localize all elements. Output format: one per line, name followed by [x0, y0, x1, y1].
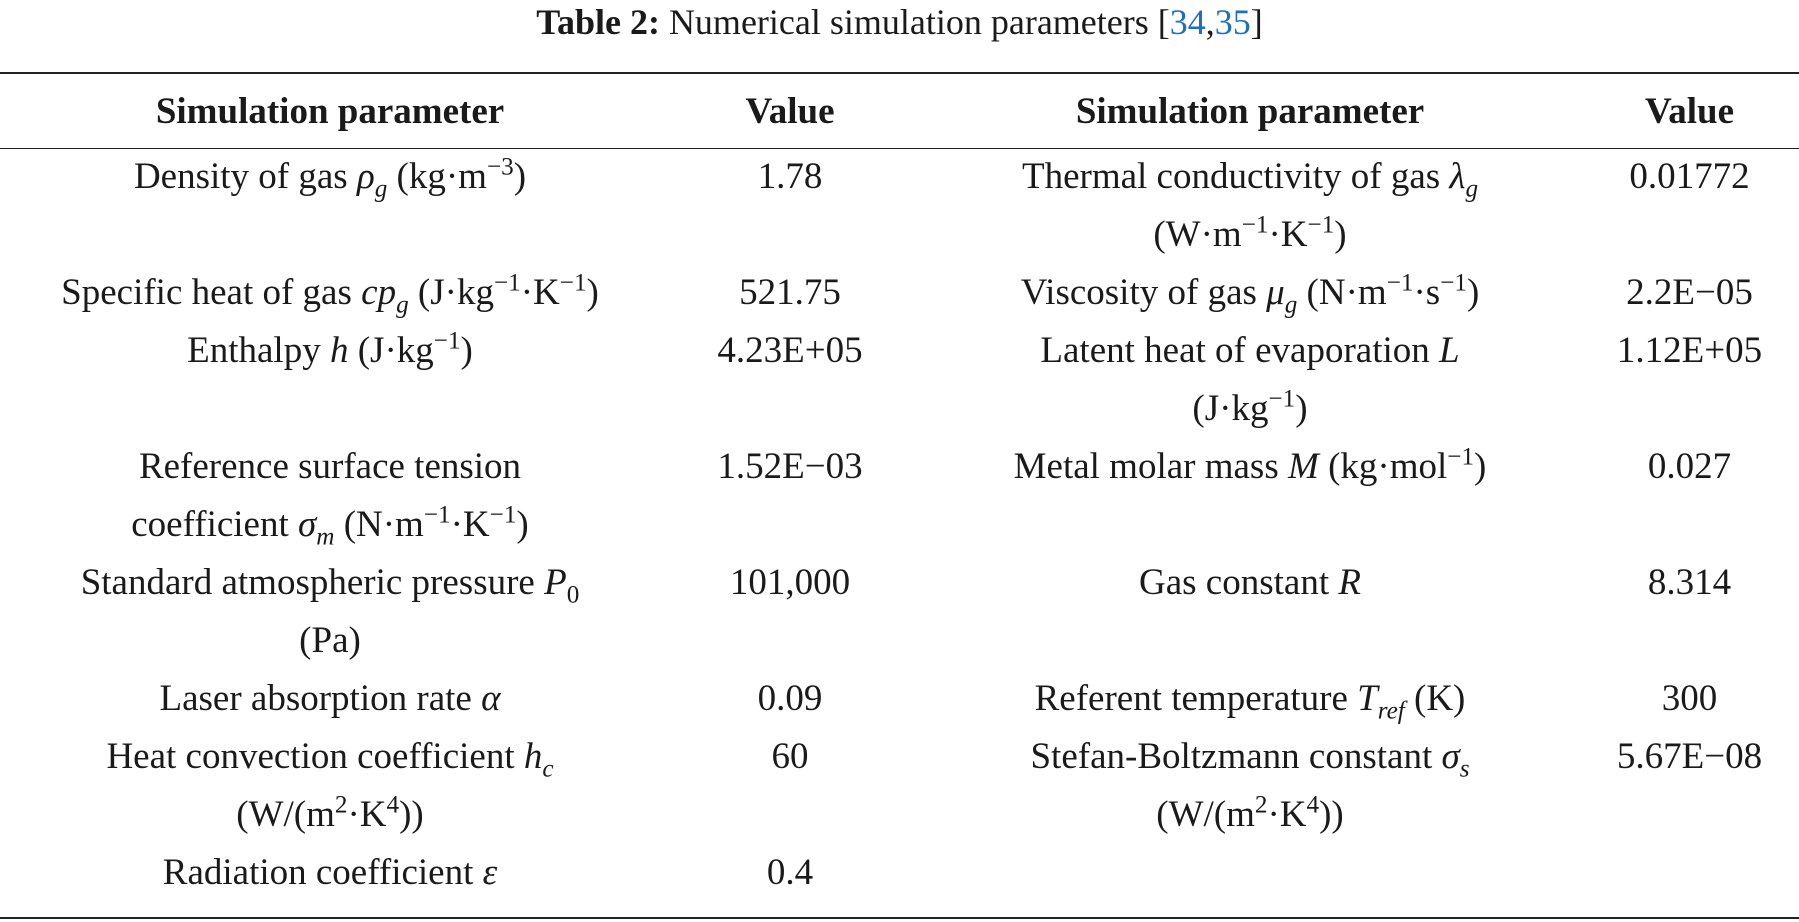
value-cell: 521.75 — [739, 272, 841, 313]
parameter-cell: Stefan-Boltzmann constant σs (W/(m2·K4)) — [1030, 736, 1470, 835]
table-row: Radiation coefficient ε 0.4 — [0, 844, 1799, 902]
parameter-cell: Latent heat of evaporation L (J·kg−1) — [1040, 330, 1460, 429]
parameter-cell: Heat convection coefficient hc (W/(m2·K4)… — [106, 736, 554, 835]
table-header-rule — [0, 148, 1799, 149]
parameter-cell: Enthalpy h (J·kg−1) — [187, 327, 473, 371]
table-top-rule — [0, 72, 1799, 74]
value-cell: 60 — [771, 736, 809, 777]
caption-separator: , — [1205, 2, 1215, 42]
value-cell: 0.01772 — [1629, 156, 1750, 197]
caption-label: Table 2: — [536, 2, 660, 42]
header-value-right: Value — [1644, 90, 1735, 132]
simulation-parameters-table: Simulation parameter Value Simulation pa… — [0, 74, 1799, 902]
value-cell: 4.23E+05 — [717, 330, 863, 371]
header-parameter-right: Simulation parameter — [1075, 90, 1425, 132]
caption-text: Numerical simulation parameters [ — [668, 2, 1170, 42]
parameter-cell: Gas constant R — [1139, 562, 1361, 603]
table-row: Standard atmospheric pressure P0 (Pa) 101… — [0, 554, 1799, 670]
parameter-cell: Referent temperature Tref (K) — [1034, 678, 1466, 725]
value-cell: 0.4 — [766, 852, 814, 893]
citation-link-35[interactable]: 35 — [1214, 2, 1251, 42]
parameter-cell: Radiation coefficient ε — [162, 852, 498, 893]
table-row: Density of gas ρg (kg·m−3) 1.78 Thermal … — [0, 148, 1799, 264]
header-parameter-left: Simulation parameter — [155, 90, 505, 132]
value-cell: 0.09 — [757, 678, 823, 719]
value-cell-empty — [1580, 844, 1799, 902]
parameter-cell: Specific heat of gas cpg (J·kg−1·K−1) — [61, 269, 599, 319]
value-cell: 300 — [1661, 678, 1718, 719]
value-cell: 2.2E−05 — [1626, 272, 1753, 313]
header-value-left: Value — [745, 90, 835, 132]
parameter-cell: Metal molar mass M (kg·mol−1) — [1013, 443, 1487, 487]
table-row: Specific heat of gas cpg (J·kg−1·K−1) 52… — [0, 264, 1799, 322]
parameter-cell: Reference surface tension coefficient σm … — [131, 446, 529, 551]
value-cell: 1.78 — [757, 156, 823, 197]
citation-link-34[interactable]: 34 — [1169, 2, 1206, 42]
parameter-cell-empty — [920, 844, 1580, 902]
parameter-cell: Density of gas ρg (kg·m−3) — [133, 153, 527, 203]
caption-close: ] — [1250, 2, 1263, 42]
parameter-cell: Thermal conductivity of gas λg (W·m−1·K−1… — [1021, 156, 1479, 255]
table-bottom-rule — [0, 917, 1799, 919]
value-cell: 5.67E−08 — [1616, 736, 1763, 777]
table-row: Reference surface tension coefficient σm … — [0, 438, 1799, 554]
parameter-cell: Viscosity of gas μg (N·m−1·s−1) — [1020, 269, 1480, 319]
table-caption: Table 2: Numerical simulation parameters… — [0, 0, 1799, 62]
value-cell: 101,000 — [729, 562, 851, 603]
value-cell: 1.52E−03 — [717, 446, 863, 487]
parameter-cell: Laser absorption rate α — [159, 678, 501, 719]
value-cell: 8.314 — [1647, 562, 1732, 603]
value-cell: 0.027 — [1647, 446, 1732, 487]
value-cell: 1.12E+05 — [1616, 330, 1763, 371]
table-row: Enthalpy h (J·kg−1) 4.23E+05 Latent heat… — [0, 322, 1799, 438]
table-row: Laser absorption rate α 0.09 Referent te… — [0, 670, 1799, 728]
table-row: Heat convection coefficient hc (W/(m2·K4)… — [0, 728, 1799, 844]
parameter-cell: Standard atmospheric pressure P0 (Pa) — [80, 562, 580, 661]
table-header-row: Simulation parameter Value Simulation pa… — [0, 74, 1799, 148]
